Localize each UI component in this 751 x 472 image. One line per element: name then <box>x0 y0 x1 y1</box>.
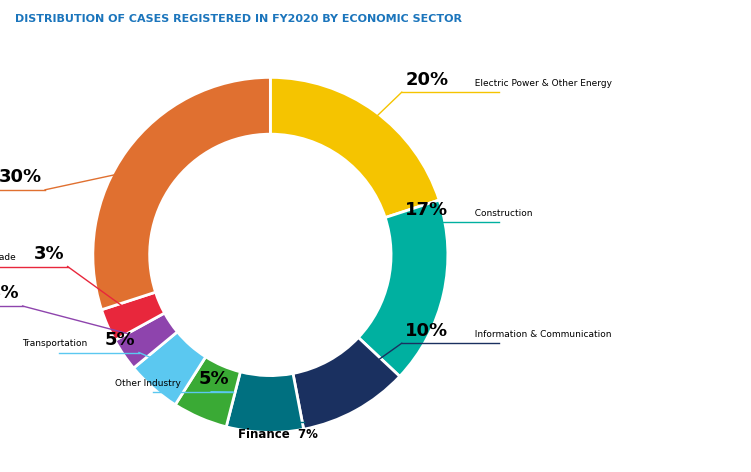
Text: 3%: 3% <box>33 245 64 263</box>
Text: 20%: 20% <box>406 71 448 89</box>
Text: Transportation: Transportation <box>22 339 93 348</box>
Text: Information & Communication: Information & Communication <box>469 330 612 339</box>
Wedge shape <box>270 77 439 218</box>
Text: Other Industry: Other Industry <box>115 379 187 388</box>
Wedge shape <box>93 77 270 310</box>
Text: Services and Trade: Services and Trade <box>0 253 22 262</box>
Text: Electric Power & Other Energy: Electric Power & Other Energy <box>469 79 612 88</box>
Text: 10%: 10% <box>406 321 448 340</box>
Wedge shape <box>293 337 400 429</box>
Text: Finance  7%: Finance 7% <box>238 428 318 440</box>
Wedge shape <box>101 292 164 340</box>
Text: 17%: 17% <box>406 201 448 219</box>
Text: DISTRIBUTION OF CASES REGISTERED IN FY2020 BY ECONOMIC SECTOR: DISTRIBUTION OF CASES REGISTERED IN FY20… <box>15 14 462 24</box>
Wedge shape <box>134 332 206 405</box>
Wedge shape <box>175 357 240 427</box>
Text: 30%: 30% <box>0 168 41 186</box>
Wedge shape <box>226 372 303 432</box>
Text: Construction: Construction <box>469 209 532 218</box>
Text: 5%: 5% <box>198 371 229 388</box>
Wedge shape <box>358 200 448 376</box>
Text: 5%: 5% <box>104 331 135 349</box>
Wedge shape <box>115 313 177 368</box>
Text: 3%: 3% <box>0 285 19 303</box>
